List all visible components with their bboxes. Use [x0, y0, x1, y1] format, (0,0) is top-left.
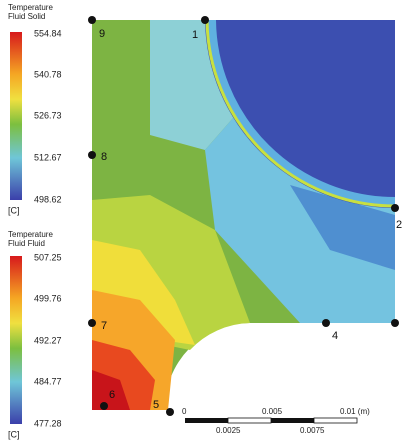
legend-tick: 512.67: [34, 152, 62, 162]
legend-subtitle: Fluid Fluid: [8, 239, 45, 248]
node-point: [201, 16, 209, 24]
legend-tick: 526.73: [34, 110, 62, 120]
legend-title: Temperature: [8, 230, 53, 239]
node-point: [100, 402, 108, 410]
node-point: [391, 204, 399, 212]
node-label: 5: [153, 399, 159, 411]
mesh: [92, 19, 396, 410]
node-label: 6: [109, 389, 115, 401]
node-point: [166, 408, 174, 416]
node-label: 1: [192, 29, 198, 41]
scale-label: 0.0025: [216, 426, 241, 435]
fluid-cell: [290, 185, 395, 270]
node-label: 7: [101, 320, 107, 332]
legend-unit: [C]: [8, 429, 20, 439]
legend-tick: 540.78: [34, 69, 62, 79]
node-label: 8: [101, 151, 107, 163]
node-label: 4: [332, 330, 338, 342]
legend-tick: 507.25: [34, 252, 62, 262]
colorbar: [10, 256, 22, 424]
node-point: [88, 16, 96, 24]
legend-tick: 492.27: [34, 335, 62, 345]
legend-tick: 499.76: [34, 293, 62, 303]
node-point: [88, 319, 96, 327]
node-point: [391, 319, 399, 327]
scale-label: 0: [182, 407, 187, 416]
legend-unit: [C]: [8, 205, 20, 215]
fluid-cell: [150, 20, 240, 150]
scale-segment: [227, 417, 272, 424]
scale-bar: [185, 417, 358, 424]
node-point: [322, 319, 330, 327]
node-label: 9: [99, 28, 105, 40]
interface: [205, 19, 396, 208]
scale-label: 0.005: [262, 407, 283, 416]
legend-tick: 554.84: [34, 28, 62, 38]
legend-subtitle: Fluid Solid: [8, 12, 45, 21]
legend-tick: 498.62: [34, 194, 62, 204]
legend-title: Temperature: [8, 3, 53, 12]
scale-segment: [185, 418, 228, 423]
legend-tick: 484.77: [34, 376, 62, 386]
scale-label: 0.01 (m): [340, 407, 370, 416]
nodes: [88, 16, 399, 416]
scale-segment: [313, 417, 358, 424]
colorbar: [10, 32, 22, 200]
solid-region: [205, 20, 395, 208]
scale-segment: [271, 418, 314, 423]
legend-tick: 477.28: [34, 418, 62, 428]
solid-band: [208, 19, 396, 205]
fluid-cell: [92, 370, 130, 410]
node-point: [88, 151, 96, 159]
node-label: 2: [396, 219, 402, 231]
fluid-cell: [205, 110, 395, 323]
scale-label: 0.0075: [300, 426, 325, 435]
